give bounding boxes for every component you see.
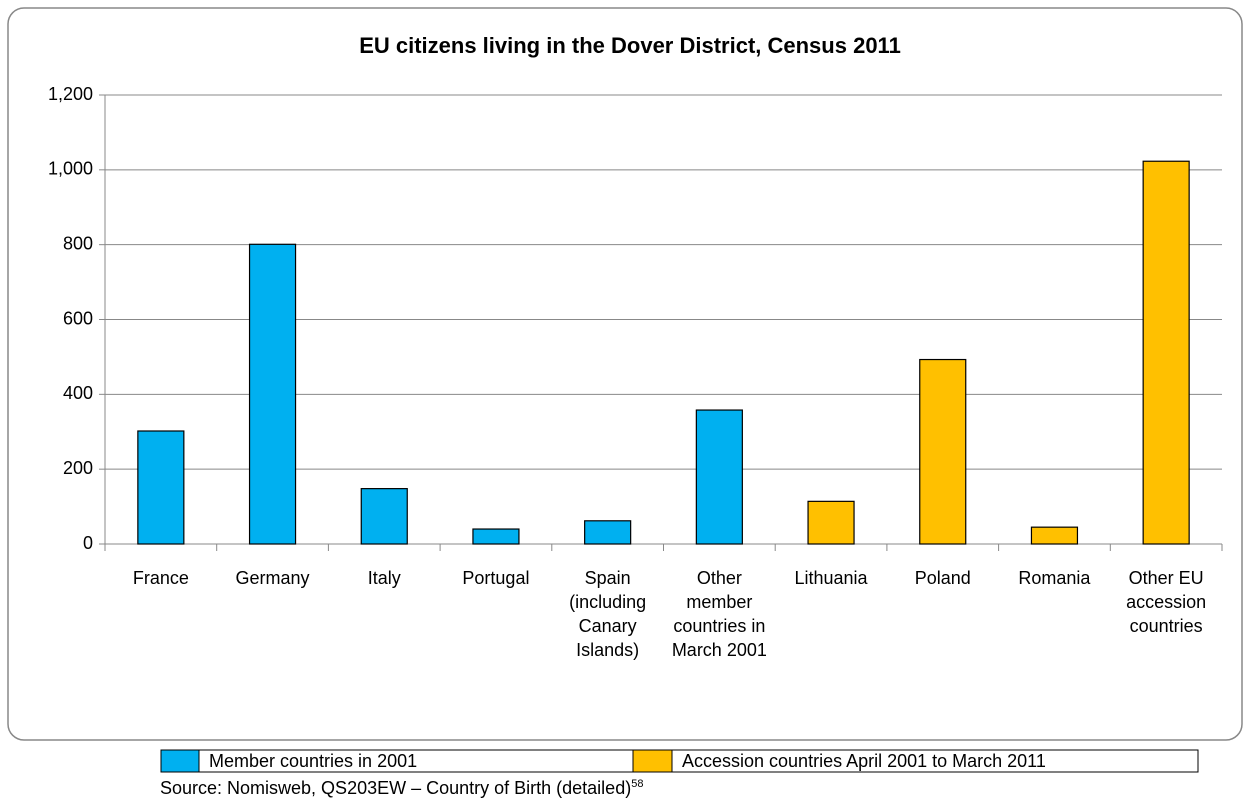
x-tick-label: Other EU accession countries <box>1126 568 1207 636</box>
legend-cell <box>671 749 1199 773</box>
x-tick-label: Italy <box>367 568 401 588</box>
chart-title: EU citizens living in the Dover District… <box>359 33 901 58</box>
legend-label: Accession countries April 2001 to March … <box>682 751 1046 771</box>
x-tick-label: Poland <box>914 568 971 588</box>
legend-label: Member countries in 2001 <box>209 751 417 771</box>
x-tick-label: France <box>132 568 189 588</box>
bar <box>584 520 632 545</box>
source-note: 58 <box>631 778 644 790</box>
x-tick-label: Lithuania <box>794 568 868 588</box>
x-tick-label: Germany <box>235 568 310 588</box>
y-tick-label: 1,200 <box>48 84 93 104</box>
legend-swatch <box>160 749 200 773</box>
y-tick-label: 200 <box>63 458 93 478</box>
x-tick-label: Spain (including Canary Islands) <box>569 568 647 660</box>
bar <box>1142 160 1190 545</box>
bar <box>807 500 855 545</box>
y-tick-label: 0 <box>83 533 93 553</box>
x-tick-label: Romania <box>1018 568 1091 588</box>
source: Source: Nomisweb, QS203EW – Country of B… <box>160 778 643 799</box>
bar <box>248 243 297 545</box>
y-tick-label: 600 <box>63 308 93 328</box>
bar <box>919 358 967 545</box>
bar <box>1030 526 1079 545</box>
bar <box>137 430 185 545</box>
bar <box>472 528 520 545</box>
source-text: Source: Nomisweb, QS203EW – Country of B… <box>160 778 632 798</box>
y-tick-label: 1,000 <box>48 159 93 179</box>
bar <box>360 488 408 545</box>
x-tick-label: Other member countries in March 2001 <box>671 568 767 660</box>
chart-frame <box>7 7 1243 741</box>
x-tick-label: Portugal <box>462 568 530 588</box>
y-tick-label: 400 <box>63 383 93 403</box>
legend-swatch <box>632 749 673 773</box>
bar <box>695 409 743 545</box>
y-tick-label: 800 <box>63 233 93 253</box>
